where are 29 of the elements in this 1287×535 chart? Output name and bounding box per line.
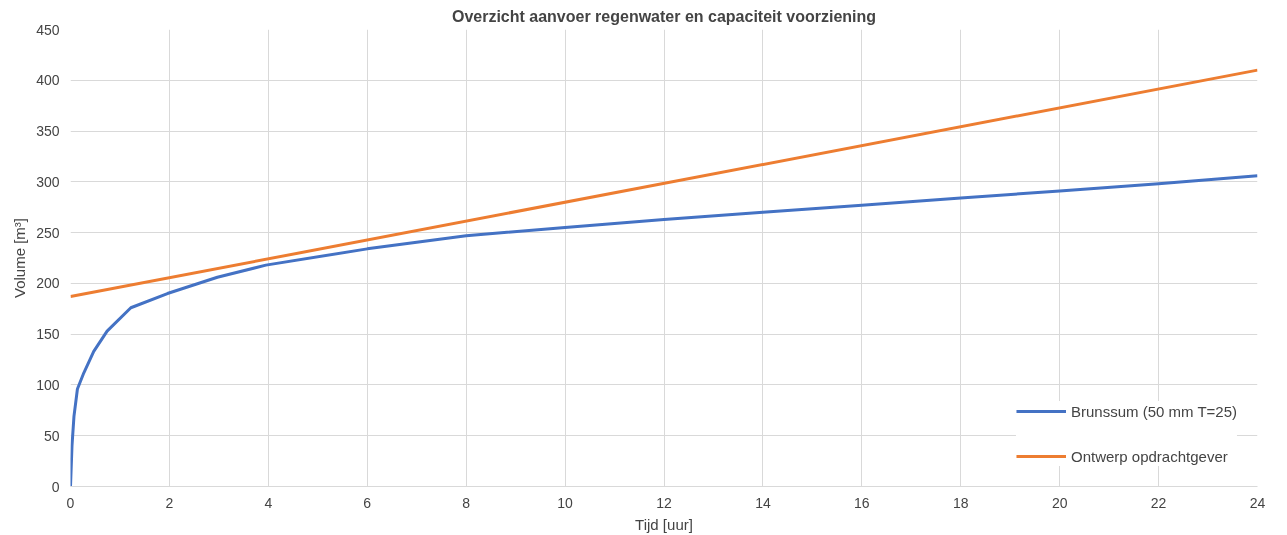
x-axis-title: Tijd [uur] xyxy=(635,515,693,533)
y-tick-label: 400 xyxy=(36,72,60,89)
x-tick-label: 0 xyxy=(66,494,75,511)
x-tick-label: 12 xyxy=(656,494,672,511)
y-tick-label: 100 xyxy=(36,376,60,393)
y-tick-label: 350 xyxy=(36,123,60,140)
legend-label: Ontwerp opdrachtgever xyxy=(1070,447,1228,465)
line-series xyxy=(70,174,1258,487)
x-tick-label: 16 xyxy=(854,494,870,511)
chart-title: Overzicht aanvoer regenwater en capaciteit voorziening xyxy=(451,7,877,25)
y-tick-label: 50 xyxy=(43,427,60,444)
x-tick-label: 8 xyxy=(462,494,471,511)
x-tick-label: 24 xyxy=(1249,494,1266,511)
x-tick-label: 18 xyxy=(952,494,969,511)
x-tick-label: 4 xyxy=(264,494,273,511)
y-tick-label: 250 xyxy=(36,224,60,241)
x-tick-label: 14 xyxy=(755,494,771,511)
x-tick-label: 2 xyxy=(165,494,174,511)
legend-label: Brunssum (50 mm T=25) xyxy=(1070,402,1237,420)
x-tick-label: 6 xyxy=(363,494,372,511)
y-tick-label: 150 xyxy=(36,326,60,343)
x-tick-label: 10 xyxy=(557,494,574,511)
y-tick-label: 300 xyxy=(36,173,60,190)
x-tick-label: 22 xyxy=(1150,494,1167,511)
y-axis-title: Volume [m³] xyxy=(11,217,29,299)
y-tick-label: 450 xyxy=(36,21,60,38)
x-tick-label: 20 xyxy=(1051,494,1068,511)
y-tick-label: 200 xyxy=(36,275,60,292)
y-tick-label: 0 xyxy=(51,478,60,495)
